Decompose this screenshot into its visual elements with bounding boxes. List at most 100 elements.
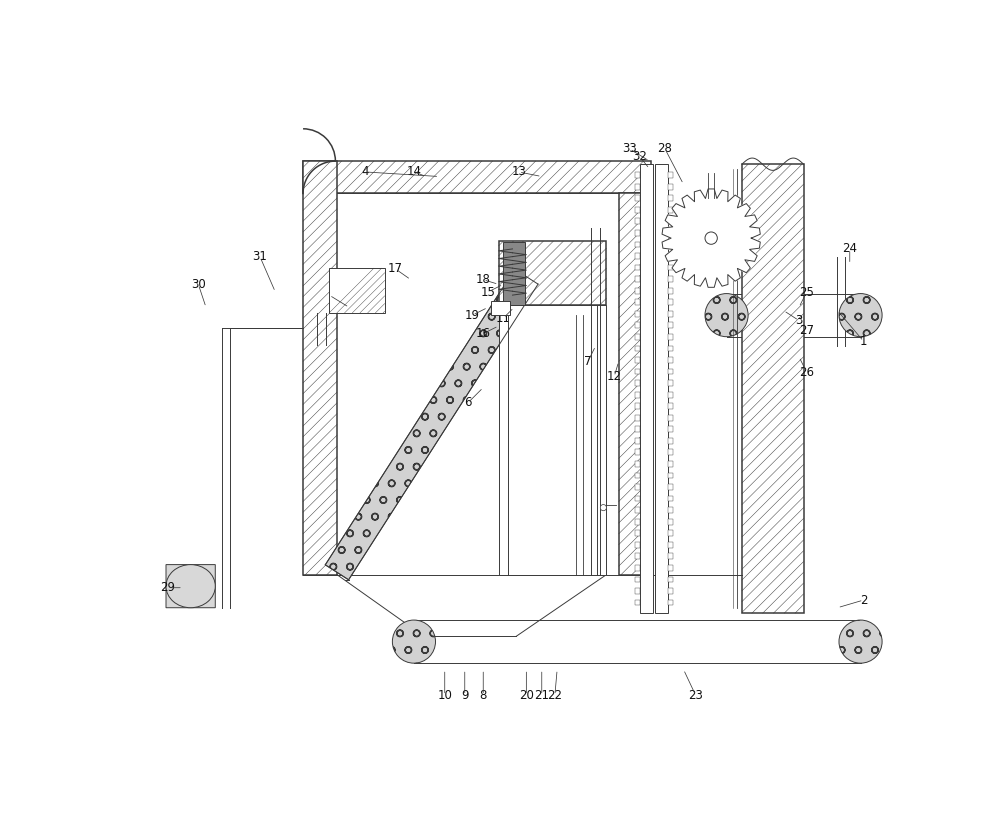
Bar	[635, 542, 640, 547]
Circle shape	[705, 294, 748, 337]
Bar	[635, 565, 640, 571]
Bar	[668, 265, 673, 271]
Bar	[668, 472, 673, 478]
Text: 2: 2	[860, 593, 867, 607]
Bar	[668, 577, 673, 583]
Bar	[668, 380, 673, 386]
Bar	[635, 553, 640, 559]
Bar	[635, 207, 640, 212]
Text: 14: 14	[406, 165, 421, 179]
Ellipse shape	[166, 565, 215, 607]
Text: 19: 19	[465, 309, 480, 322]
Bar	[635, 461, 640, 467]
Bar	[668, 392, 673, 398]
Bar	[668, 300, 673, 305]
Bar	[619, 193, 651, 574]
Bar	[635, 530, 640, 536]
Bar	[499, 241, 606, 305]
Text: 12: 12	[607, 370, 622, 384]
Bar	[668, 323, 673, 328]
Text: 4: 4	[361, 165, 368, 179]
Text: 31: 31	[253, 250, 267, 263]
Bar	[668, 495, 673, 501]
Bar	[635, 311, 640, 317]
Bar	[635, 426, 640, 432]
Bar	[635, 218, 640, 225]
Text: 10: 10	[437, 689, 452, 702]
Bar	[635, 334, 640, 340]
Text: 27: 27	[799, 324, 814, 337]
Bar	[635, 484, 640, 490]
Bar	[668, 357, 673, 363]
Bar	[668, 530, 673, 536]
Text: 29: 29	[160, 581, 175, 594]
Bar	[635, 172, 640, 178]
Polygon shape	[325, 269, 538, 579]
Bar	[635, 438, 640, 444]
Bar	[640, 165, 653, 613]
Bar	[668, 172, 673, 178]
Bar	[635, 288, 640, 294]
Bar	[635, 300, 640, 305]
Bar	[635, 518, 640, 524]
Bar	[668, 195, 673, 201]
Bar	[668, 230, 673, 236]
Text: 18: 18	[476, 273, 491, 286]
Bar	[668, 565, 673, 571]
Bar	[635, 449, 640, 455]
Bar	[635, 369, 640, 374]
Text: 21: 21	[534, 689, 549, 702]
Bar	[635, 495, 640, 501]
Text: 22: 22	[547, 689, 562, 702]
Circle shape	[600, 504, 606, 511]
Bar	[635, 392, 640, 398]
Bar	[635, 415, 640, 421]
Text: 33: 33	[622, 142, 637, 156]
Bar	[668, 334, 673, 340]
Bar	[668, 553, 673, 559]
Bar	[635, 242, 640, 248]
Text: 16: 16	[476, 327, 491, 340]
Bar	[668, 253, 673, 259]
Text: 8: 8	[480, 689, 487, 702]
Text: 24: 24	[842, 243, 857, 255]
Bar	[635, 577, 640, 583]
Bar	[635, 380, 640, 386]
Circle shape	[392, 620, 436, 663]
Bar	[635, 265, 640, 271]
Bar	[668, 403, 673, 409]
Bar	[635, 600, 640, 606]
Bar	[635, 357, 640, 363]
Text: 23: 23	[688, 689, 703, 702]
Bar	[635, 184, 640, 189]
Bar	[668, 207, 673, 212]
Text: 30: 30	[191, 278, 206, 291]
Bar	[668, 461, 673, 467]
Bar	[668, 600, 673, 606]
Bar	[668, 242, 673, 248]
Bar	[668, 369, 673, 374]
Bar	[635, 403, 640, 409]
FancyBboxPatch shape	[166, 565, 215, 607]
Bar	[668, 542, 673, 547]
Bar	[668, 218, 673, 225]
Text: 20: 20	[519, 689, 534, 702]
Bar	[668, 426, 673, 432]
Bar	[668, 288, 673, 294]
Text: 25: 25	[799, 286, 814, 299]
Bar	[503, 242, 525, 305]
Text: 6: 6	[464, 397, 472, 409]
Text: 7: 7	[584, 355, 592, 368]
Bar	[668, 507, 673, 513]
Bar	[668, 588, 673, 594]
Bar	[668, 449, 673, 455]
Bar	[668, 346, 673, 351]
Bar	[329, 268, 385, 313]
Text: 9: 9	[461, 689, 469, 702]
Bar	[635, 323, 640, 328]
Text: 28: 28	[658, 142, 672, 156]
Text: 5: 5	[346, 301, 353, 314]
Text: 17: 17	[388, 263, 403, 276]
Bar	[668, 311, 673, 317]
Bar	[491, 301, 510, 315]
